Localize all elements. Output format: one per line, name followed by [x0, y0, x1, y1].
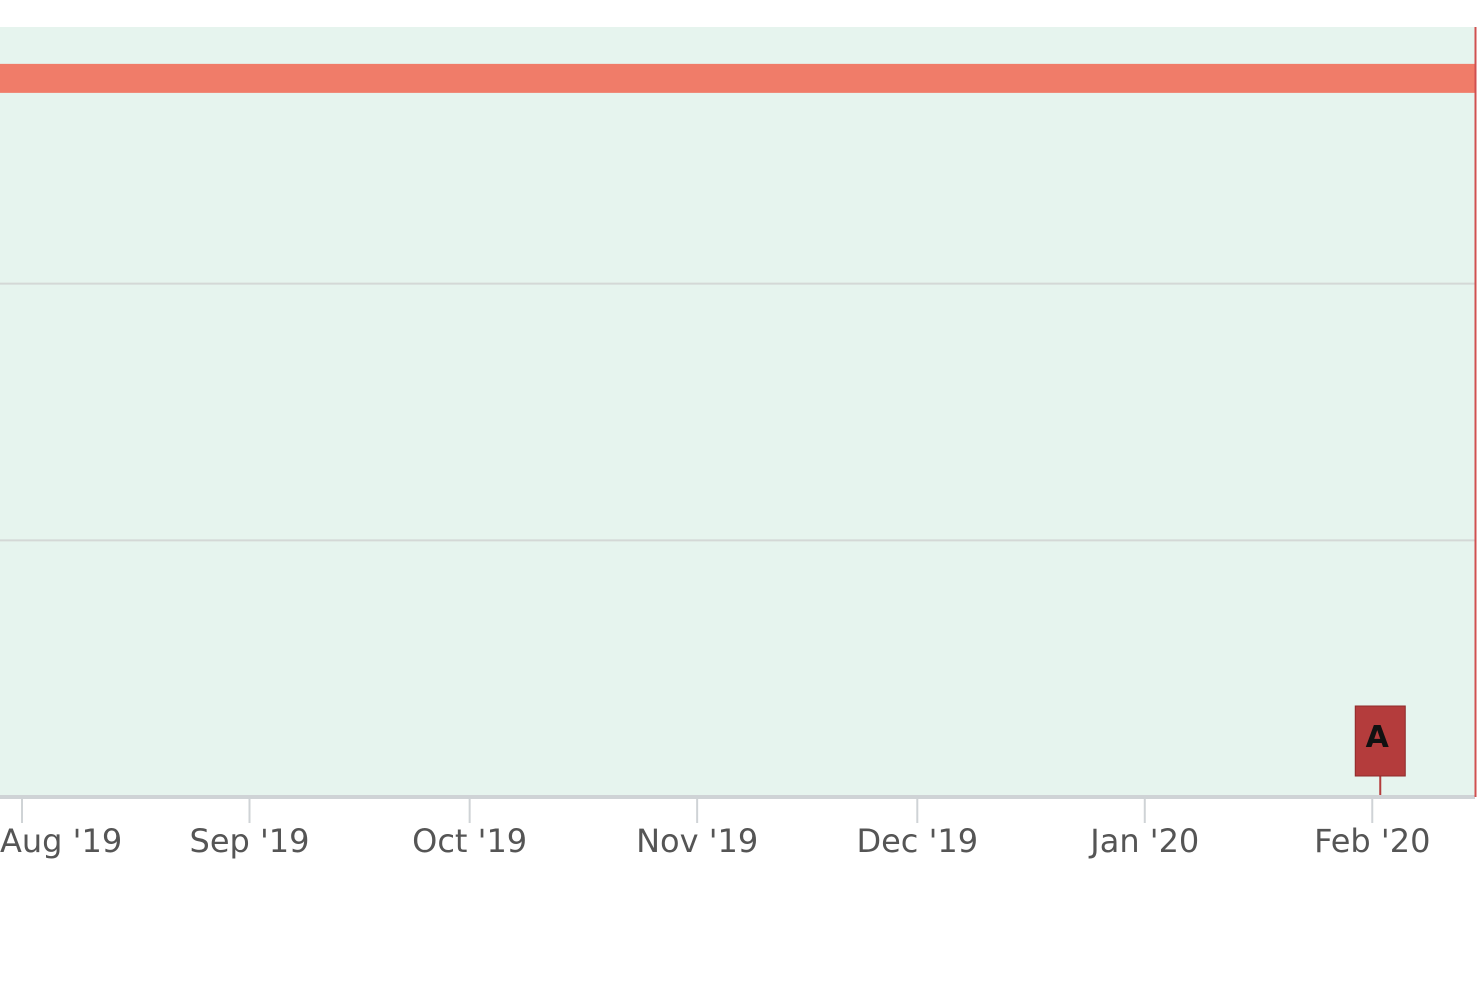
x-tick-label: Feb '20 — [1314, 822, 1430, 860]
annotation-box — [1354, 705, 1406, 777]
annotation-layer: A — [1354, 705, 1406, 795]
x-tick-label: Nov '19 — [636, 822, 758, 860]
x-tick-label: Oct '19 — [412, 822, 527, 860]
x-axis: Aug '19 Sep '19 Oct '19 Nov '19 Dec '19 Jan '… — [0, 797, 1430, 860]
x-tick-label: Aug '19 — [0, 822, 122, 860]
annotation-flag[interactable]: A — [1354, 705, 1406, 795]
x-tick-label: Jan '20 — [1088, 822, 1199, 860]
x-tick-label: Dec '19 — [856, 822, 978, 860]
plot-area — [0, 27, 1475, 797]
x-tick-label: Sep '19 — [190, 822, 310, 860]
y-gridlines — [0, 282, 1475, 542]
annotation-label: A — [1366, 720, 1390, 755]
